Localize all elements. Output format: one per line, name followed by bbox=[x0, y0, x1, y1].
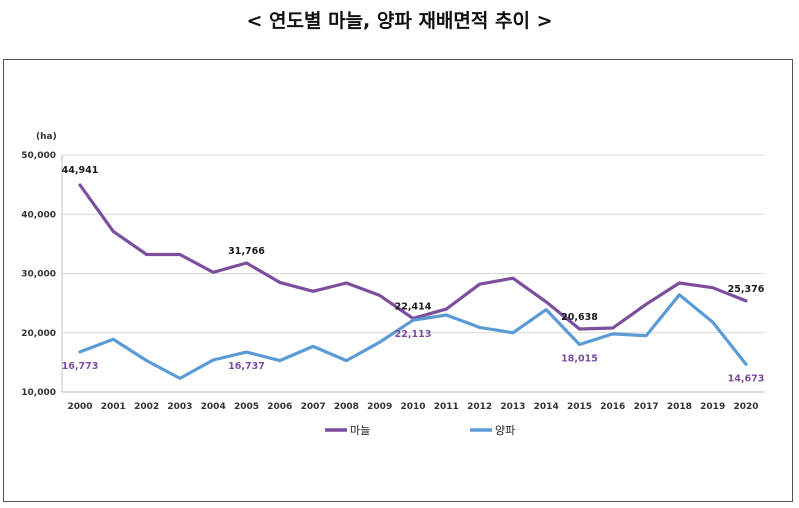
data-label: 31,766 bbox=[228, 246, 265, 257]
x-tick-label: 2015 bbox=[567, 402, 592, 412]
y-tick-label: 40,000 bbox=[21, 210, 56, 220]
x-tick-label: 2005 bbox=[234, 402, 259, 412]
data-label: 22,414 bbox=[395, 301, 432, 312]
x-tick-label: 2011 bbox=[434, 402, 459, 412]
x-tick-label: 2020 bbox=[733, 402, 758, 412]
data-label: 16,737 bbox=[228, 361, 265, 372]
axes: 10,000 20,000 30,000 40,000 50,000 (ha) 2000 20… bbox=[21, 132, 765, 412]
chart-frame bbox=[3, 59, 793, 502]
data-label: 20,638 bbox=[561, 312, 598, 323]
legend-label: 양파 bbox=[495, 424, 515, 437]
chart-title: < 연도별 마늘, 양파 재배면적 추이 > bbox=[246, 10, 553, 32]
gridlines bbox=[62, 154, 765, 393]
x-tick-label: 2014 bbox=[534, 402, 559, 412]
data-label: 22,113 bbox=[395, 329, 432, 340]
x-tick-label: 2018 bbox=[667, 402, 692, 412]
x-tick-label: 2001 bbox=[101, 402, 126, 412]
legend-label: 마늘 bbox=[350, 424, 370, 437]
y-tick-label: 30,000 bbox=[21, 270, 56, 280]
x-tick-label: 2004 bbox=[201, 402, 226, 412]
data-labels: 44,941 31,766 22,414 20,638 25,376 16,773 16,7… bbox=[62, 165, 765, 384]
series-lines bbox=[78, 183, 748, 380]
y-tick-label: 50,000 bbox=[21, 151, 56, 161]
x-tick-label: 2003 bbox=[167, 402, 192, 412]
x-tick-label: 2017 bbox=[634, 402, 659, 412]
y-tick-label: 10,000 bbox=[21, 388, 56, 398]
x-tick-label: 2016 bbox=[600, 402, 625, 412]
x-tick-label: 2002 bbox=[134, 402, 159, 412]
legend: 마늘 양파 bbox=[325, 424, 515, 437]
x-tick-label: 2006 bbox=[267, 402, 292, 412]
x-tick-label: 2010 bbox=[400, 402, 425, 412]
data-label: 16,773 bbox=[62, 361, 99, 372]
y-tick-label: 20,000 bbox=[21, 329, 56, 339]
x-tick-label: 2009 bbox=[367, 402, 392, 412]
x-tick-label: 2008 bbox=[334, 402, 359, 412]
y-axis-unit: (ha) bbox=[36, 132, 57, 142]
x-tick-label: 2012 bbox=[467, 402, 492, 412]
x-tick-label: 2019 bbox=[700, 402, 725, 412]
x-tick-label: 2013 bbox=[500, 402, 525, 412]
data-label: 25,376 bbox=[728, 284, 765, 295]
x-tick-label: 2000 bbox=[67, 402, 92, 412]
data-label: 44,941 bbox=[62, 165, 99, 176]
data-label: 18,015 bbox=[561, 354, 598, 365]
x-tick-label: 2007 bbox=[301, 402, 326, 412]
data-label: 14,673 bbox=[728, 373, 765, 384]
